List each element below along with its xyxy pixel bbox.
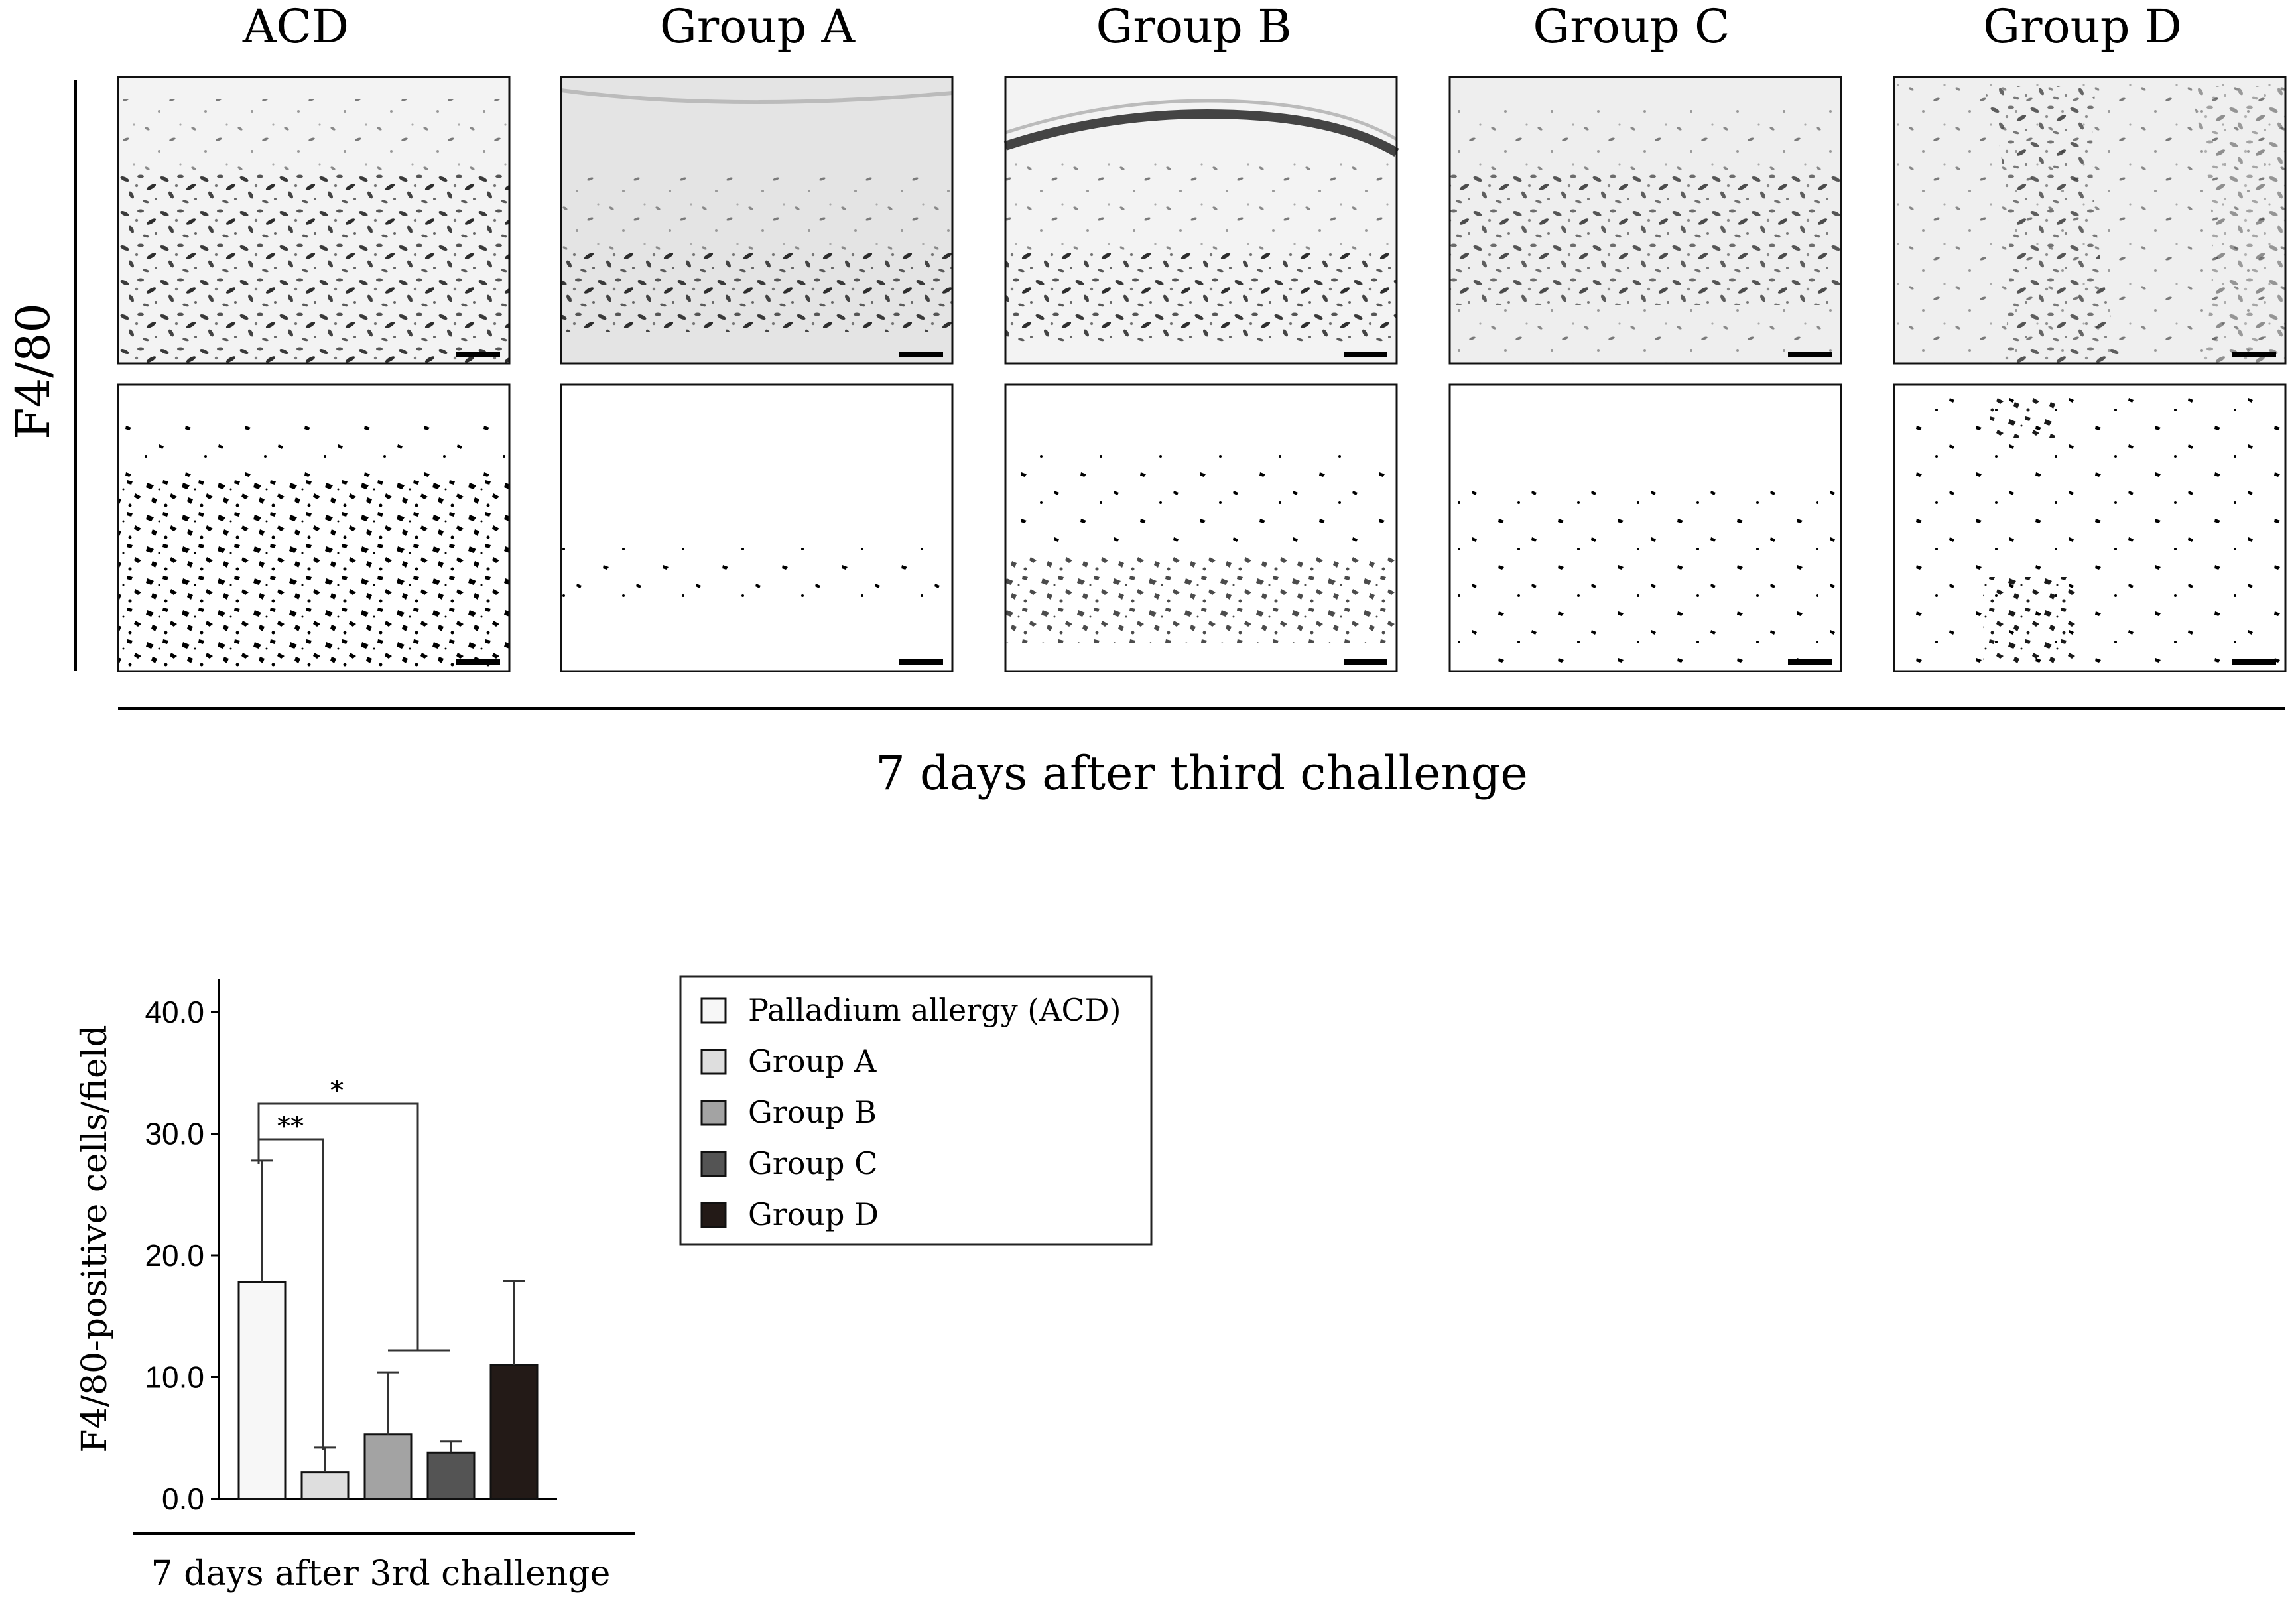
bar bbox=[300, 1471, 350, 1500]
significance-label: ** bbox=[277, 1112, 304, 1142]
y-axis-label: F4/80-positive cells/field bbox=[75, 1025, 115, 1452]
scale-bar bbox=[456, 659, 500, 665]
legend-label: Group B bbox=[748, 1094, 877, 1130]
significance-bracket-double: ** bbox=[257, 1112, 324, 1450]
significance-label: * bbox=[330, 1076, 344, 1106]
scale-bar bbox=[456, 352, 500, 357]
scale-bar bbox=[1788, 352, 1832, 357]
micrograph-group-a-stained bbox=[560, 76, 954, 365]
micrograph-row-binarized bbox=[117, 383, 2287, 672]
column-header-group-c: Group C bbox=[1533, 0, 1730, 54]
legend-swatch bbox=[700, 1151, 727, 1177]
significance-bracket-single: * bbox=[257, 1076, 450, 1352]
binarized-acd bbox=[117, 383, 511, 672]
legend-box bbox=[679, 975, 1153, 1246]
y-tick-label: 0.0 bbox=[162, 1482, 204, 1516]
y-tick-label: 40.0 bbox=[145, 995, 204, 1029]
y-tick-label: 20.0 bbox=[145, 1238, 204, 1273]
legend-swatch bbox=[700, 997, 727, 1024]
binarized-group-c bbox=[1448, 383, 1842, 672]
binarized-group-b bbox=[1004, 383, 1398, 672]
bar bbox=[426, 1451, 476, 1500]
legend-label: Palladium allergy (ACD) bbox=[748, 992, 1121, 1028]
scale-bar bbox=[1344, 659, 1387, 665]
x-axis-label: 7 days after 3rd challenge bbox=[151, 1554, 611, 1594]
column-header-group-b: Group B bbox=[1096, 0, 1291, 54]
bars bbox=[237, 1281, 539, 1500]
panel-a-footer-label: 7 days after third challenge bbox=[875, 746, 1528, 800]
binarized-group-d bbox=[1893, 383, 2287, 672]
scale-bar bbox=[2232, 352, 2276, 357]
legend-swatch bbox=[700, 1202, 727, 1228]
legend-swatch bbox=[700, 1049, 727, 1075]
error-bars bbox=[251, 1159, 525, 1472]
legend-swatch bbox=[700, 1100, 727, 1126]
scale-bar bbox=[1344, 352, 1387, 357]
scale-bar bbox=[1788, 659, 1832, 665]
scale-bar bbox=[899, 352, 943, 357]
y-tick-label: 30.0 bbox=[145, 1117, 204, 1151]
legend-label: Group D bbox=[748, 1196, 879, 1232]
legend-label: Group A bbox=[748, 1043, 877, 1079]
bar bbox=[489, 1364, 539, 1500]
column-header-group-d: Group D bbox=[1983, 0, 2182, 54]
micrograph-group-b-stained bbox=[1003, 76, 1399, 365]
scale-bar bbox=[899, 659, 943, 665]
scale-bar bbox=[2232, 659, 2276, 665]
y-ticks: 0.0 10.0 20.0 30.0 40.0 bbox=[145, 995, 219, 1516]
y-tick-label: 10.0 bbox=[145, 1360, 204, 1395]
binarized-group-a bbox=[560, 383, 954, 672]
bar bbox=[363, 1433, 413, 1500]
column-headers: ACD Group A Group B Group C Group D bbox=[242, 0, 2182, 54]
legend: Palladium allergy (ACD) Group A Group B Gro… bbox=[679, 975, 1153, 1246]
column-header-group-a: Group A bbox=[660, 0, 856, 54]
bar-chart: 0.0 10.0 20.0 30.0 40.0 ** * F4/80-positive … bbox=[75, 979, 635, 1594]
row-label-f4-80: F4/80 bbox=[6, 303, 60, 440]
micrograph-acd-stained bbox=[117, 76, 511, 365]
micrograph-group-d-stained bbox=[1893, 76, 2287, 365]
legend-items: Palladium allergy (ACD) Group A Group B Gro… bbox=[700, 992, 1121, 1232]
micrograph-row-stained bbox=[117, 76, 2287, 365]
column-header-acd: ACD bbox=[242, 0, 349, 54]
legend-label: Group C bbox=[748, 1145, 877, 1181]
bar bbox=[237, 1281, 287, 1500]
micrograph-group-c-stained bbox=[1448, 76, 1842, 365]
